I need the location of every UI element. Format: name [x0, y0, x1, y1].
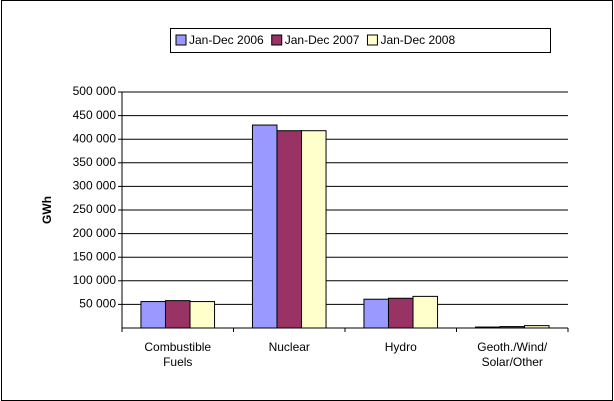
y-tick-label: 200 000 [73, 226, 117, 240]
x-tick-label: Nuclear [268, 340, 310, 354]
y-tick-label: 300 000 [73, 179, 117, 193]
x-tick-label: Hydro [384, 340, 417, 354]
bar [301, 130, 327, 329]
legend-label: Jan-Dec 2006 [189, 33, 264, 47]
bar [474, 326, 501, 329]
x-tick-label: Geoth./Wind/ Solar/Other [477, 340, 548, 369]
x-tick-label: Combustible Fuels [144, 340, 212, 369]
bar [499, 326, 526, 329]
legend-box [170, 28, 551, 53]
legend-label: Jan-Dec 2007 [285, 33, 360, 47]
y-tick-label: 350 000 [73, 155, 117, 169]
bar [524, 325, 550, 329]
legend-swatch [366, 34, 378, 46]
y-tick-label: 100 000 [73, 273, 117, 287]
y-tick-label: 500 000 [73, 84, 117, 98]
y-tick-label: 400 000 [73, 131, 117, 145]
legend-swatch [271, 34, 283, 46]
bar [164, 300, 191, 329]
y-axis-title: GWh [40, 196, 54, 224]
bar [189, 301, 216, 329]
bar [363, 298, 389, 329]
legend-label: Jan-Dec 2008 [380, 33, 455, 47]
y-tick-label: 150 000 [73, 249, 117, 263]
y-tick-label: 450 000 [73, 108, 117, 122]
bar [140, 301, 166, 329]
legend-swatch [175, 34, 187, 46]
y-tick-label: 250 000 [73, 202, 117, 216]
bar [276, 130, 303, 329]
bar [412, 295, 439, 329]
bar [387, 297, 414, 329]
y-tick-label: 50 000 [79, 297, 116, 311]
bar [251, 124, 278, 329]
